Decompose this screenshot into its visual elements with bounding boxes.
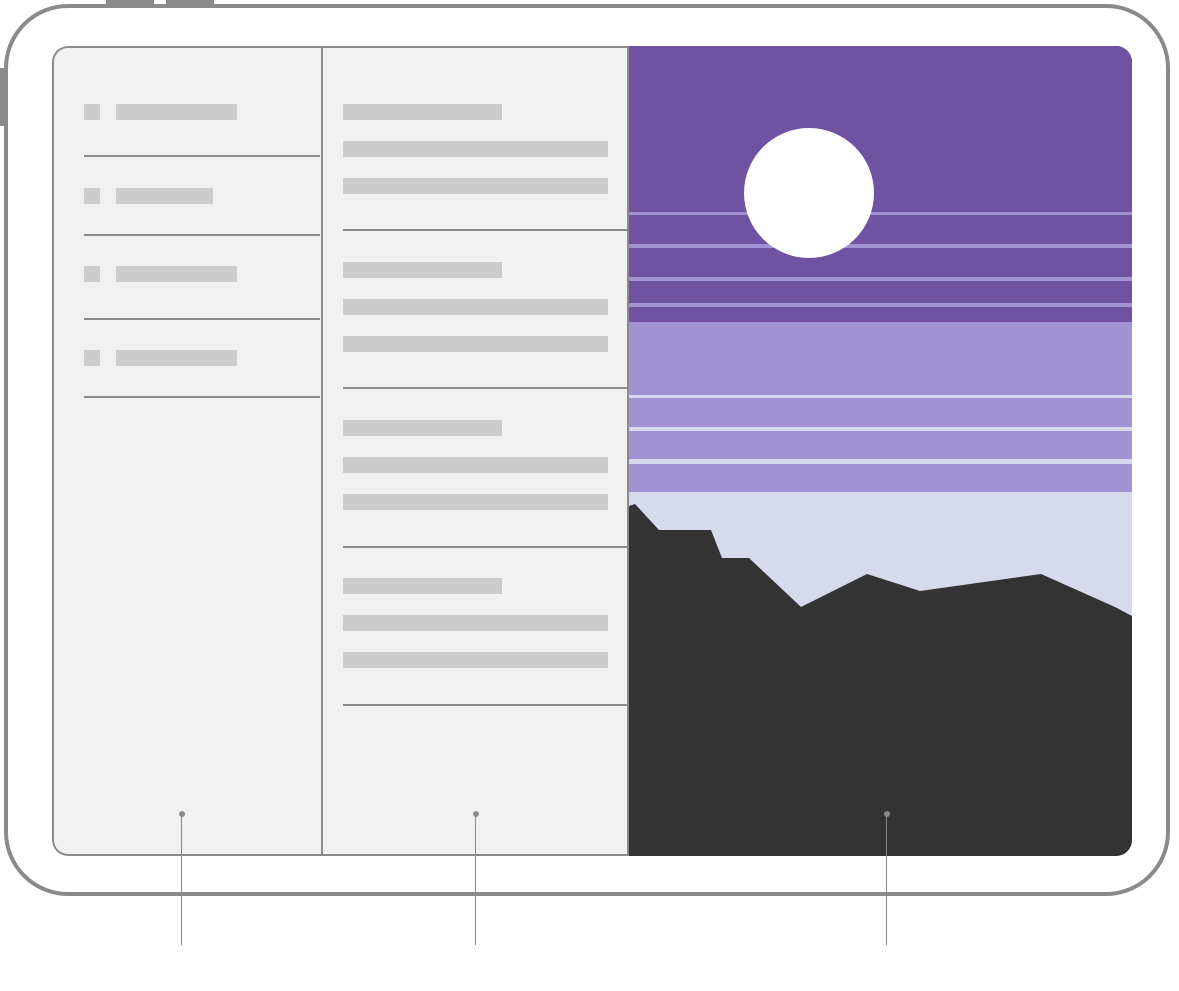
callout-line-secondary bbox=[886, 814, 887, 945]
item-text bbox=[343, 299, 608, 315]
list-icon bbox=[84, 350, 100, 366]
item-text bbox=[343, 615, 608, 631]
callout-dot-primary bbox=[179, 811, 185, 817]
list-item-text bbox=[116, 104, 237, 120]
landscape-illustration bbox=[629, 46, 1132, 856]
list-divider bbox=[84, 318, 320, 320]
list-icon bbox=[84, 266, 100, 282]
callout-dot-supplementary bbox=[473, 811, 479, 817]
list-icon bbox=[84, 104, 100, 120]
secondary-column bbox=[629, 46, 1132, 856]
item-divider bbox=[343, 387, 631, 389]
list-divider bbox=[84, 396, 320, 398]
item-title bbox=[343, 262, 502, 278]
list-item-text bbox=[116, 350, 237, 366]
top-button bbox=[166, 0, 214, 5]
top-button bbox=[106, 0, 154, 5]
item-title bbox=[343, 578, 502, 594]
list-divider bbox=[84, 234, 320, 236]
haze-stripe bbox=[629, 395, 1132, 398]
list-divider bbox=[84, 155, 320, 157]
primary-column bbox=[52, 46, 322, 856]
haze-stripe bbox=[629, 427, 1132, 431]
item-text bbox=[343, 336, 608, 352]
item-text bbox=[343, 141, 608, 157]
sky-stripe bbox=[629, 244, 1132, 248]
callout-line-primary bbox=[181, 814, 182, 945]
side-button bbox=[0, 68, 5, 126]
sky-stripe bbox=[629, 212, 1132, 215]
callout-line-supplementary bbox=[475, 814, 476, 945]
item-text bbox=[343, 494, 608, 510]
supplementary-column bbox=[321, 46, 631, 856]
sky-stripe bbox=[629, 303, 1132, 307]
item-title bbox=[343, 420, 502, 436]
sun-icon bbox=[744, 128, 874, 258]
item-text bbox=[343, 652, 608, 668]
list-item-text bbox=[116, 188, 213, 204]
sky bbox=[629, 46, 1132, 322]
sky-stripe bbox=[629, 277, 1132, 281]
haze bbox=[629, 322, 1132, 492]
item-divider bbox=[343, 704, 631, 706]
mountains bbox=[629, 504, 1132, 856]
item-divider bbox=[343, 229, 631, 231]
callout-dot-secondary bbox=[884, 811, 890, 817]
item-title bbox=[343, 104, 502, 120]
list-item-text bbox=[116, 266, 237, 282]
item-text bbox=[343, 178, 608, 194]
list-icon bbox=[84, 188, 100, 204]
haze-stripe bbox=[629, 459, 1132, 464]
item-divider bbox=[343, 546, 631, 548]
tablet-screen bbox=[52, 46, 1132, 856]
item-text bbox=[343, 457, 608, 473]
